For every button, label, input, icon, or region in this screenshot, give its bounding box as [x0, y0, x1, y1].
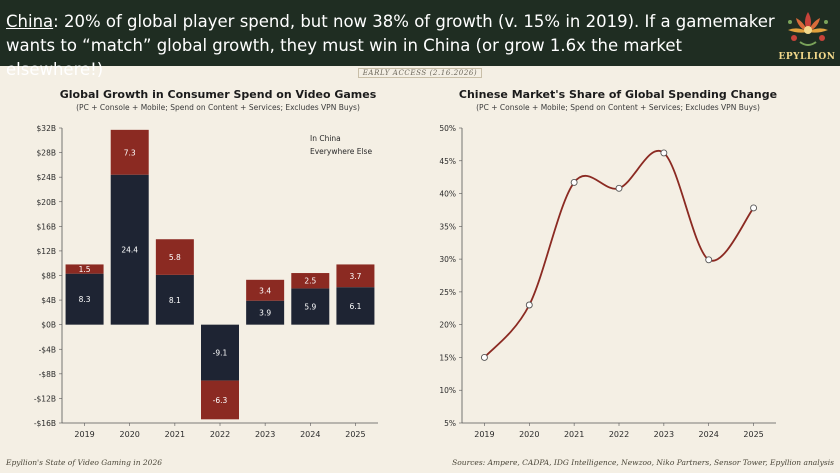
- bar-value-label: 1.5: [79, 265, 91, 274]
- line-x-tick-label: 2025: [743, 430, 763, 439]
- line-y-tick-label: 15%: [439, 353, 456, 362]
- bar-chart-subtitle: (PC + Console + Mobile; Spend on Content…: [76, 103, 360, 112]
- line-x-tick-label: 2019: [474, 430, 494, 439]
- legend-in-china: In China: [310, 134, 341, 143]
- bar-everywhere-else: [110, 174, 149, 325]
- bar-everywhere-else: [65, 273, 104, 325]
- share-data-point: [705, 256, 713, 264]
- footer-sources: Sources: Ampere, CADPA, IDG Intelligence…: [452, 458, 834, 467]
- bar-value-label: 6.1: [349, 302, 361, 311]
- line-chart-title: Chinese Market's Share of Global Spendin…: [459, 88, 777, 101]
- bar-chart-title: Global Growth in Consumer Spend on Video…: [60, 88, 377, 101]
- bar-y-tick-label: $32B: [37, 124, 56, 133]
- bar-x-tick-label: 2023: [255, 430, 275, 439]
- bar-y-tick-label: $0B: [41, 321, 56, 330]
- bar-value-label: 5.8: [169, 253, 181, 262]
- bar-x-tick-label: 2020: [120, 430, 140, 439]
- bar-y-tick-label: $28B: [37, 149, 56, 158]
- share-data-point: [615, 184, 623, 192]
- bar-china: [246, 279, 285, 301]
- bar-value-label: 2.5: [304, 277, 316, 286]
- headline: China: 20% of global player spend, but n…: [6, 10, 776, 82]
- bar-y-tick-label: $12B: [37, 247, 56, 256]
- headline-lead: China: [6, 12, 54, 31]
- bar-x-tick-label: 2024: [300, 430, 320, 439]
- bar-y-tick-label: $16B: [37, 222, 56, 231]
- bar-y-tick-label: $24B: [37, 173, 56, 182]
- share-data-point: [750, 204, 758, 212]
- brand-name: EPYLLION: [778, 52, 836, 62]
- bar-china: [291, 273, 330, 289]
- bar-china: [65, 264, 104, 274]
- line-y-tick-label: 25%: [439, 288, 456, 297]
- line-y-tick-label: 35%: [439, 222, 456, 231]
- bar-x-tick-label: 2021: [165, 430, 185, 439]
- bar-y-tick-label: -$8B: [39, 370, 56, 379]
- footer-credit: Epyllion's State of Video Gaming in 2026: [6, 458, 162, 467]
- bar-value-label: 3.9: [259, 309, 271, 318]
- share-data-point: [480, 353, 488, 361]
- bar-y-tick-label: $8B: [41, 272, 56, 281]
- bar-china: [201, 380, 239, 420]
- bar-y-tick-label: -$4B: [39, 345, 56, 354]
- early-access-label: EARLY ACCESS (2.16.2026): [357, 68, 483, 78]
- bar-value-label: 8.3: [79, 295, 91, 304]
- line-y-tick-label: 45%: [439, 157, 456, 166]
- bar-china: [110, 129, 149, 175]
- bar-chart: Global Growth in Consumer Spend on Video…: [34, 88, 378, 439]
- share-data-point: [660, 149, 668, 157]
- share-data-point: [525, 301, 533, 309]
- bar-y-tick-label: -$16B: [34, 419, 56, 428]
- bar-china: [336, 264, 375, 288]
- line-x-tick-label: 2022: [609, 430, 629, 439]
- bar-value-label: -9.1: [213, 349, 228, 358]
- bar-everywhere-else: [336, 287, 375, 325]
- line-y-tick-label: 50%: [439, 124, 456, 133]
- line-x-tick-label: 2021: [564, 430, 584, 439]
- bar-value-label: 3.7: [349, 272, 361, 281]
- line-y-tick-label: 10%: [439, 386, 456, 395]
- line-x-tick-label: 2020: [519, 430, 539, 439]
- header-banner: China: 20% of global player spend, but n…: [0, 0, 840, 79]
- line-y-tick-label: 5%: [444, 419, 456, 428]
- line-x-tick-label: 2024: [699, 430, 719, 439]
- line-chart-subtitle: (PC + Console + Mobile; Spend on Content…: [476, 103, 760, 112]
- bar-value-label: 5.9: [304, 303, 316, 312]
- line-y-tick-label: 20%: [439, 321, 456, 330]
- bar-everywhere-else: [246, 300, 285, 325]
- early-access-tag: EARLY ACCESS (2.16.2026): [0, 68, 840, 78]
- share-series-line: [483, 149, 755, 359]
- bar-value-label: 24.4: [121, 246, 138, 255]
- bar-x-tick-label: 2022: [210, 430, 230, 439]
- bar-x-tick-label: 2025: [345, 430, 365, 439]
- bar-y-tick-label: -$12B: [34, 394, 56, 403]
- bar-value-label: 3.4: [259, 286, 271, 295]
- line-x-tick-label: 2023: [654, 430, 674, 439]
- bar-everywhere-else: [155, 274, 194, 325]
- bar-china: [155, 239, 194, 275]
- headline-text: : 20% of global player spend, but now 38…: [6, 12, 775, 79]
- bar-everywhere-else: [291, 288, 330, 325]
- bar-value-label: 7.3: [124, 148, 136, 157]
- bar-everywhere-else: [201, 324, 239, 381]
- share-data-point: [570, 178, 578, 186]
- bar-x-tick-label: 2019: [74, 430, 94, 439]
- bar-y-tick-label: $20B: [37, 198, 56, 207]
- bar-y-tick-label: $4B: [41, 296, 56, 305]
- line-y-tick-label: 40%: [439, 190, 456, 199]
- bar-value-label: -6.3: [213, 396, 228, 405]
- legend-everywhere-else: Everywhere Else: [310, 147, 372, 156]
- line-y-tick-label: 30%: [439, 255, 456, 264]
- floral-logo-icon: [788, 12, 828, 46]
- bar-value-label: 8.1: [169, 296, 181, 305]
